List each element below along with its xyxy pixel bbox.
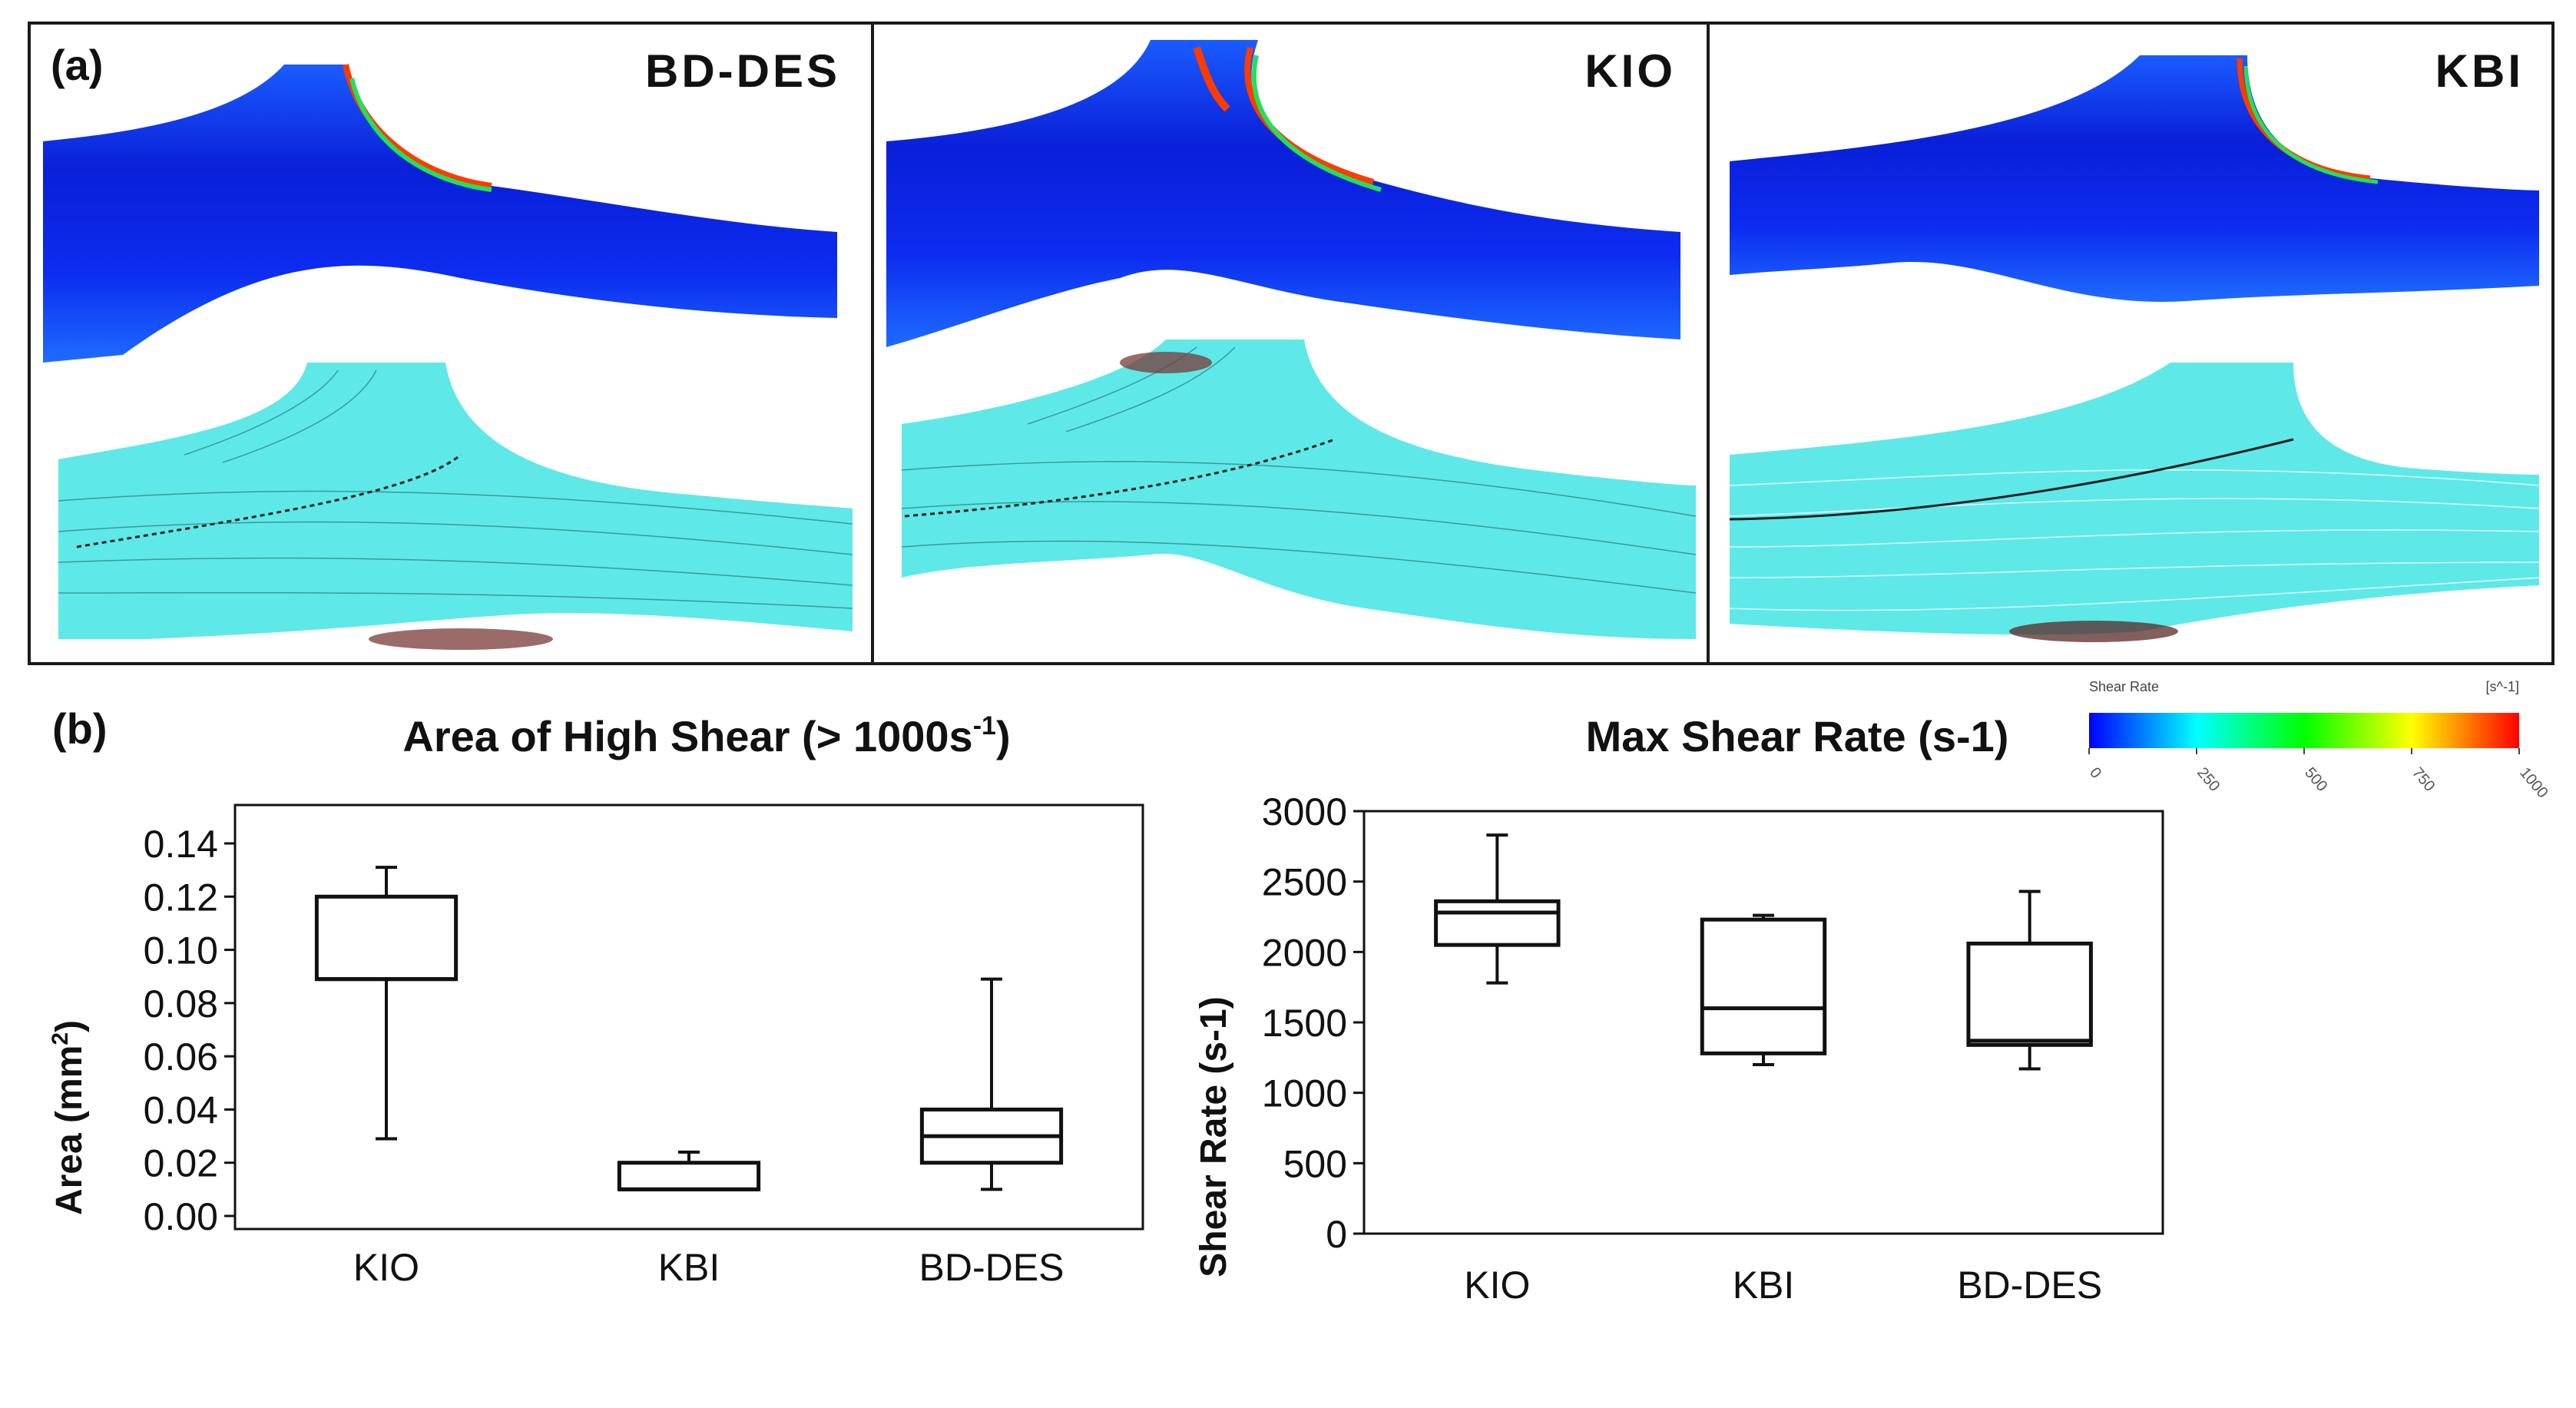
colorbar-gradient [2089,713,2519,748]
x-tick-label: KBI [658,1246,720,1289]
y-tick-label: 0.10 [144,929,218,972]
box-kbi [617,1161,761,1191]
shear-rate-colorbar: Shear Rate [s^-1] 0 250 500 750 1000 [2086,679,2550,801]
shear-contour-vessel [1730,55,2539,302]
y-axis-label: Area (mm2) [48,1020,90,1215]
y-tick-label: 500 [1283,1142,1347,1185]
y-tick-label: 0.06 [144,1035,218,1078]
sim-tile-kio: KIO [874,25,1704,662]
x-tick-label: KIO [353,1246,419,1289]
max-shear-rate-chart: Max Shear Rate (s-1) Shear Rate (s-1) 0 5… [1194,712,2164,1307]
shear-contour-vessel [886,40,1680,347]
panel-a-letter: (a) [51,41,104,89]
area-high-shear-chart: Area of High Shear (> 1000s-1) Area (mm2… [48,711,1144,1289]
y-tick-label: 0.00 [144,1195,218,1238]
streamline-vessel [902,340,1696,639]
y-tick-label: 1000 [1262,1072,1347,1115]
tile-divider [871,25,874,662]
y-tick-label: 0.12 [144,876,218,919]
x-tick-label: KBI [1733,1264,1795,1307]
x-tick-label: BD-DES [919,1246,1065,1289]
y-tick-label: 0.14 [144,823,218,866]
kbi-vessel-render [1729,55,2540,642]
sim-label-bd-des: BD-DES [644,45,840,97]
box-kio [314,894,459,982]
bd-des-vessel-render [43,64,853,650]
sim-label-kbi: KBI [2435,45,2524,97]
y-tick-label: 1500 [1262,1002,1347,1045]
streamline-vessel [1730,363,2539,635]
y-tick-label: 3000 [1262,790,1347,833]
sim-tile-kbi: KBI [1710,25,2551,662]
streamline-vessel [58,363,853,639]
chart-title: Area of High Shear (> 1000s-1) [402,711,1010,760]
y-tick-label: 0.02 [144,1142,218,1185]
box-kio [1434,899,1561,947]
y-tick-label: 2500 [1262,861,1347,904]
x-tick-label: BD-DES [1957,1264,2102,1307]
colorbar-title: Shear Rate [2089,679,2159,694]
y-tick-label: 0 [1326,1213,1347,1256]
sim-label-kio: KIO [1584,45,1676,97]
y-tick-label: 0.08 [144,982,218,1025]
colorbar-unit: [s^-1] [2486,679,2519,694]
simulation-panel: (a) [28,22,2554,665]
kio-vessel-render [886,40,1697,639]
box-bd-des [1966,941,2093,1047]
chart-title: Max Shear Rate (s-1) [1586,712,2009,760]
sim-tile-bd-des: BD-DES [31,25,868,662]
shear-contour-vessel [43,65,837,363]
y-axis-label: Shear Rate (s-1) [1194,996,1234,1277]
y-tick-label: 2000 [1262,931,1347,974]
plot-frame [233,803,1144,1231]
y-tick-label: 0.04 [144,1088,218,1131]
box-kbi [1700,917,1827,1055]
tile-divider [1707,25,1710,662]
panel-b-letter: (b) [52,704,108,753]
x-tick-label: KIO [1464,1264,1530,1307]
